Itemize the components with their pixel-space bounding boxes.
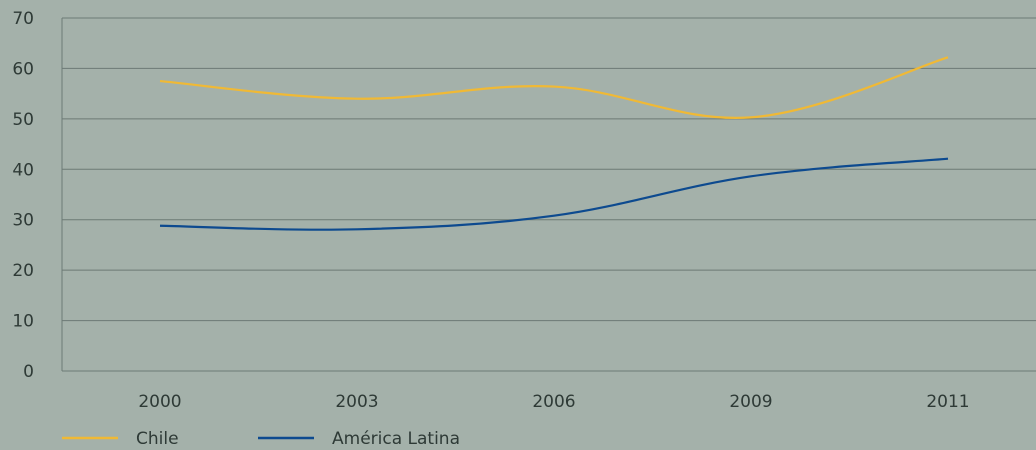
x-tick-label: 2006 <box>532 392 575 412</box>
series-line-america-latina <box>159 157 949 231</box>
y-tick-label: 20 <box>12 261 34 281</box>
x-axis-labels: 2000 2003 2006 2009 2011 <box>138 392 969 412</box>
x-tick-label: 2009 <box>729 392 772 412</box>
gridlines <box>61 17 1036 372</box>
legend-label-chile: Chile <box>136 429 179 449</box>
x-tick-label: 2000 <box>138 392 181 412</box>
series-line-chile <box>159 56 949 120</box>
y-tick-label: 0 <box>23 362 34 382</box>
x-tick-label: 2003 <box>335 392 378 412</box>
y-tick-label: 50 <box>12 110 34 130</box>
legend: Chile América Latina <box>62 429 460 449</box>
legend-label-america-latina: América Latina <box>332 429 460 449</box>
y-tick-label: 30 <box>12 211 34 231</box>
series-lines <box>159 56 949 231</box>
y-tick-label: 40 <box>12 160 34 180</box>
y-tick-label: 10 <box>12 312 34 332</box>
y-tick-label: 60 <box>12 59 34 79</box>
y-tick-label: 70 <box>12 9 34 29</box>
x-tick-label: 2011 <box>926 392 969 412</box>
y-axis-labels: 0 10 20 30 40 50 60 70 <box>12 9 34 382</box>
